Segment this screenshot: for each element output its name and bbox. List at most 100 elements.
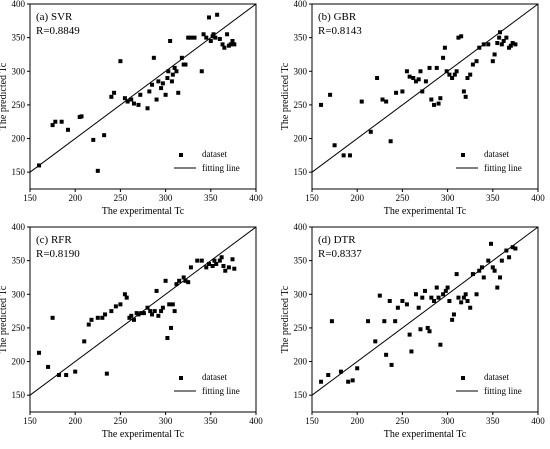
x-tick-label: 400 [249,193,263,203]
y-tick-label: 250 [294,323,308,333]
x-tick-label: 300 [159,416,173,426]
y-tick-label: 350 [12,256,26,266]
data-point [170,302,175,307]
panel-title: (b) GBR [318,11,357,23]
y-tick-label: 350 [294,256,308,266]
y-tick-label: 150 [12,390,26,400]
data-point [423,79,428,84]
data-point [504,248,509,253]
data-point [373,339,378,344]
data-point [91,137,96,142]
data-point [223,268,228,273]
data-point [109,94,114,99]
x-tick-label: 200 [68,416,82,426]
data-point [145,305,150,310]
legend-marker-dataset [461,376,465,380]
data-point [416,305,421,310]
data-point [225,32,230,37]
data-point [456,295,461,300]
data-point [481,275,486,280]
data-point [102,133,107,138]
data-point [488,241,493,246]
x-tick-label: 300 [159,193,173,203]
data-point [425,325,430,330]
x-tick-label: 350 [204,416,218,426]
data-point [136,102,141,107]
data-point [451,312,456,317]
data-point [382,319,387,324]
y-tick-label: 250 [12,100,26,110]
data-point [347,153,352,158]
data-point [461,295,466,300]
data-point [210,34,215,39]
data-point [368,129,373,134]
data-point [389,362,394,367]
data-point [404,302,409,307]
data-point [159,86,164,91]
data-point [59,119,64,124]
data-point [167,302,172,307]
data-point [377,293,382,298]
data-point [400,299,405,303]
y-tick-label: 300 [294,289,308,299]
data-point [139,311,144,316]
data-point [477,45,482,50]
data-point [441,292,446,297]
data-point [46,364,51,369]
data-point [350,378,355,383]
data-point [400,89,405,94]
x-tick-label: 250 [114,193,128,203]
data-point [210,264,215,269]
data-point [109,309,114,314]
data-point [338,369,343,374]
data-point [195,258,200,263]
data-point [443,288,448,293]
data-point [112,90,117,95]
panel-title: (d) DTR [318,234,356,246]
data-point [129,313,134,318]
data-point [165,336,170,340]
data-point [152,309,157,314]
data-point [204,265,209,270]
data-point [214,262,219,266]
data-point [447,72,452,77]
data-point [174,69,179,74]
data-point [177,278,182,283]
data-point [429,97,434,102]
y-tick-label: 350 [294,33,308,43]
data-point [219,255,224,260]
chart-panel-1: 150 200 250 300 350 400 150 200 250 300 350 400 (a) … [0,0,263,217]
data-point [230,257,235,262]
data-point [470,272,475,277]
data-point [375,76,380,80]
correlation-label: R=0.8143 [318,25,362,37]
y-tick-label: 200 [12,357,26,367]
data-point [486,258,491,263]
data-point [465,76,470,80]
data-point [498,275,503,280]
data-point [499,42,504,47]
data-point [50,123,55,128]
y-tick-label: 250 [12,323,26,333]
data-point [444,69,449,74]
data-point [459,34,464,39]
data-point [407,332,412,337]
data-point [208,39,213,43]
data-point [232,266,237,271]
data-point [221,264,226,269]
data-point [434,285,439,290]
data-point [461,89,466,94]
data-point [387,299,392,303]
data-point [95,168,100,173]
x-tick-label: 350 [486,416,500,426]
data-point [127,315,132,320]
data-point [179,55,184,60]
plot-frame [311,3,539,190]
data-point [160,305,165,310]
data-point [454,69,459,74]
x-tick-label: 300 [441,193,455,203]
data-point [497,35,502,40]
x-tick-label: 200 [350,416,364,426]
data-point [192,35,197,40]
